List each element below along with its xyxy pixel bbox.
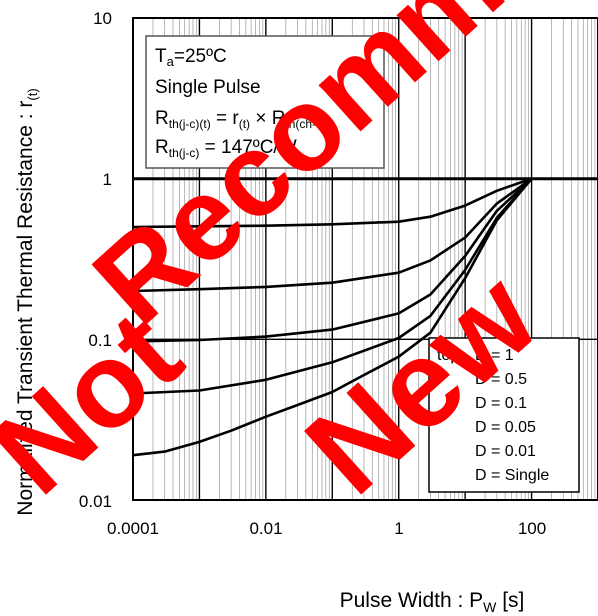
y-tick-label: 0.01 (79, 492, 112, 511)
legend-entry: D = 0.1 (475, 395, 527, 412)
plot-frame (132, 17, 598, 501)
annotation-rth-formula: Rth(j-c)(t) = r(t) × Rth(ch-c) (155, 108, 326, 131)
series-line-d-single (132, 177, 533, 457)
legend-entry: D = Single (475, 467, 549, 484)
legend-entry: D = 1 (475, 347, 514, 364)
legend-entry: D = 0.5 (475, 371, 527, 388)
annotation-box: Ta=25ºC Single Pulse Rth(j-c)(t) = r(t) … (145, 35, 385, 169)
series-line-d-0-5 (132, 177, 533, 229)
y-tick-label: 1 (103, 170, 112, 189)
y-tick-label: 0.1 (88, 331, 112, 350)
series-lines (132, 177, 598, 457)
x-tick-label: 100 (518, 519, 546, 538)
annotation-pulse-type: Single Pulse (155, 77, 261, 98)
annotation-temperature: Ta=25ºC (155, 46, 227, 69)
annotation-rth-value: Rth(j-c) = 147ºC/W (155, 137, 297, 160)
series-line-d-0-1 (132, 177, 533, 293)
x-tick-label: 1 (394, 519, 403, 538)
series-line-d-0-05 (132, 177, 533, 343)
legend-entry: D = 0.01 (475, 443, 536, 460)
legend: top D = 1 D = 0.5 D = 0.1 D = 0.05 D = 0… (428, 337, 580, 493)
x-axis-label: Pulse Width : PW [s] (340, 589, 525, 615)
y-axis-label: Normalized Transient Thermal Resistance … (14, 88, 40, 515)
legend-prefix: top (437, 347, 459, 364)
series-line-d-0-01 (132, 177, 533, 395)
x-tick-label: 0.01 (249, 519, 282, 538)
y-tick-label: 10 (93, 9, 112, 28)
x-tick-label: 0.0001 (107, 519, 159, 538)
legend-entry: D = 0.05 (475, 419, 536, 436)
